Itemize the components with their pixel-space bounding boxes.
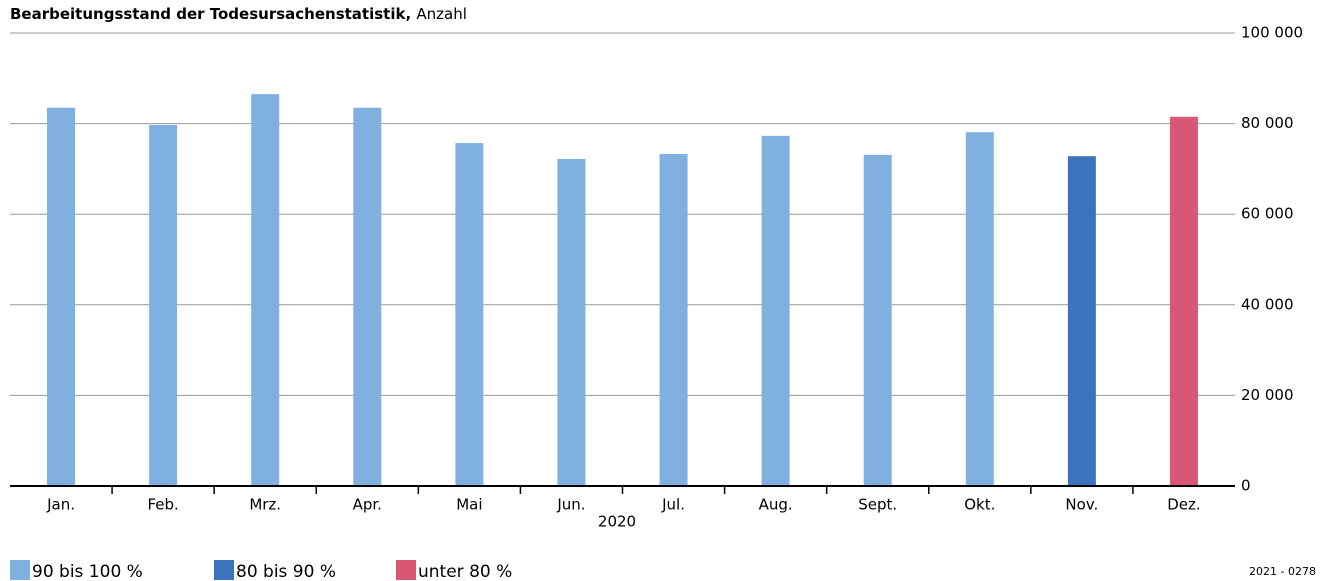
legend-label: 80 bis 90 % <box>236 562 336 581</box>
bar <box>1169 116 1198 487</box>
bar <box>557 158 586 486</box>
x-tick-label: Nov. <box>1065 496 1098 514</box>
bar <box>965 132 994 486</box>
bar <box>1067 156 1096 486</box>
bar <box>47 107 76 487</box>
bar <box>149 124 178 487</box>
x-tick-label: Jun. <box>556 496 585 514</box>
legend-swatch <box>10 560 30 580</box>
legend-label: unter 80 % <box>418 562 512 581</box>
bar <box>251 94 280 486</box>
legend-swatch <box>396 560 416 580</box>
x-tick-label: Jan. <box>46 496 75 514</box>
title-text: Bearbeitungsstand der Todesursachenstati… <box>10 5 411 23</box>
chart-title: Bearbeitungsstand der Todesursachenstati… <box>10 5 467 23</box>
bar <box>455 143 484 487</box>
bar <box>761 135 790 486</box>
bar <box>353 107 382 487</box>
x-tick-label: Dez. <box>1167 496 1200 514</box>
y-tick-label: 40 000 <box>1241 295 1294 313</box>
x-tick-label: Sept. <box>858 496 897 514</box>
source: 2021 - 0278 <box>1249 565 1316 578</box>
x-tick-label: Aug. <box>759 496 793 514</box>
x-tick-label: Jul. <box>661 496 685 514</box>
x-tick-label: Okt. <box>964 496 995 514</box>
y-tick-label: 80 000 <box>1241 114 1294 132</box>
x-tick-label: Mrz. <box>249 496 281 514</box>
y-tick-label: 20 000 <box>1241 386 1294 404</box>
bar <box>863 154 892 486</box>
legend-label: 90 bis 100 % <box>32 562 143 581</box>
x-axis-label: 2020 <box>598 513 636 531</box>
legend-swatch <box>214 560 234 580</box>
y-tick-label: 60 000 <box>1241 205 1294 223</box>
x-tick-label: Apr. <box>353 496 382 514</box>
y-tick-label: 100 000 <box>1241 24 1303 42</box>
x-tick-label: Mai <box>456 496 482 514</box>
x-tick-label: Feb. <box>147 496 178 514</box>
y-tick-label: 0 <box>1241 477 1251 495</box>
bar <box>659 153 688 487</box>
subtitle-text: Anzahl <box>416 5 467 23</box>
